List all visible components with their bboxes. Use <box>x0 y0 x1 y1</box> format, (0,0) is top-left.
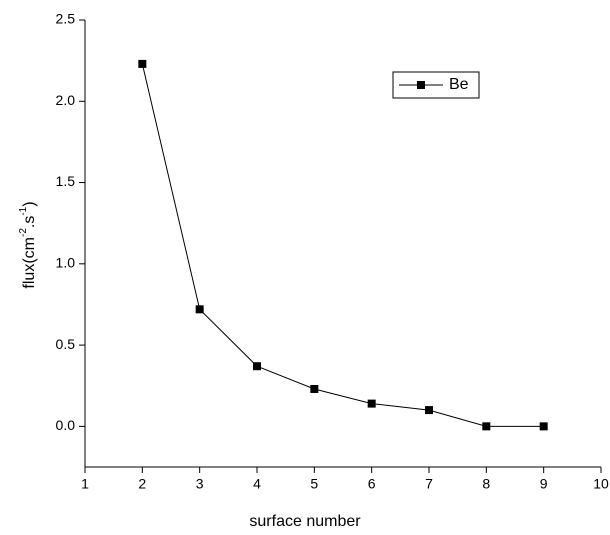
x-tick-label: 5 <box>310 476 318 492</box>
data-point <box>425 406 433 415</box>
x-tick-label: 4 <box>253 476 261 492</box>
x-tick-label: 9 <box>540 476 548 492</box>
x-tick-label: 6 <box>368 476 376 492</box>
y-tick-label: 0.5 <box>56 336 76 352</box>
y-label-part: flux(cm <box>21 237 38 289</box>
y-label-part: .s <box>21 216 38 228</box>
x-axis-label: surface number <box>249 513 361 530</box>
series-line <box>141 63 544 427</box>
legend-marker <box>417 81 425 89</box>
data-point <box>310 384 319 393</box>
data-point <box>482 422 491 431</box>
data-point <box>539 422 548 431</box>
y-label-sup: -2 <box>18 228 29 237</box>
y-tick-label: 2.0 <box>56 92 76 108</box>
y-tick-label: 1.0 <box>56 255 76 271</box>
data-point <box>138 59 147 68</box>
x-tick-label: 10 <box>593 476 609 492</box>
legend-box <box>392 71 480 99</box>
x-tick-label: 2 <box>138 476 146 492</box>
y-tick-label: 0.0 <box>56 417 76 433</box>
y-tick-label: 2.5 <box>56 11 76 27</box>
y-label-sup: -1 <box>18 206 29 215</box>
data-point <box>367 399 376 408</box>
x-tick-label: 7 <box>425 476 433 492</box>
y-tick-label: 1.5 <box>56 173 76 189</box>
y-axis-label: flux(cm-2.s-1) <box>18 201 39 288</box>
x-tick-label: 8 <box>482 476 490 492</box>
x-tick-label: 3 <box>196 476 204 492</box>
data-point <box>253 362 261 371</box>
data-point <box>195 305 204 314</box>
legend-label: Be <box>449 76 469 93</box>
x-tick-label: 1 <box>81 476 89 492</box>
y-label-part: ) <box>21 201 38 206</box>
